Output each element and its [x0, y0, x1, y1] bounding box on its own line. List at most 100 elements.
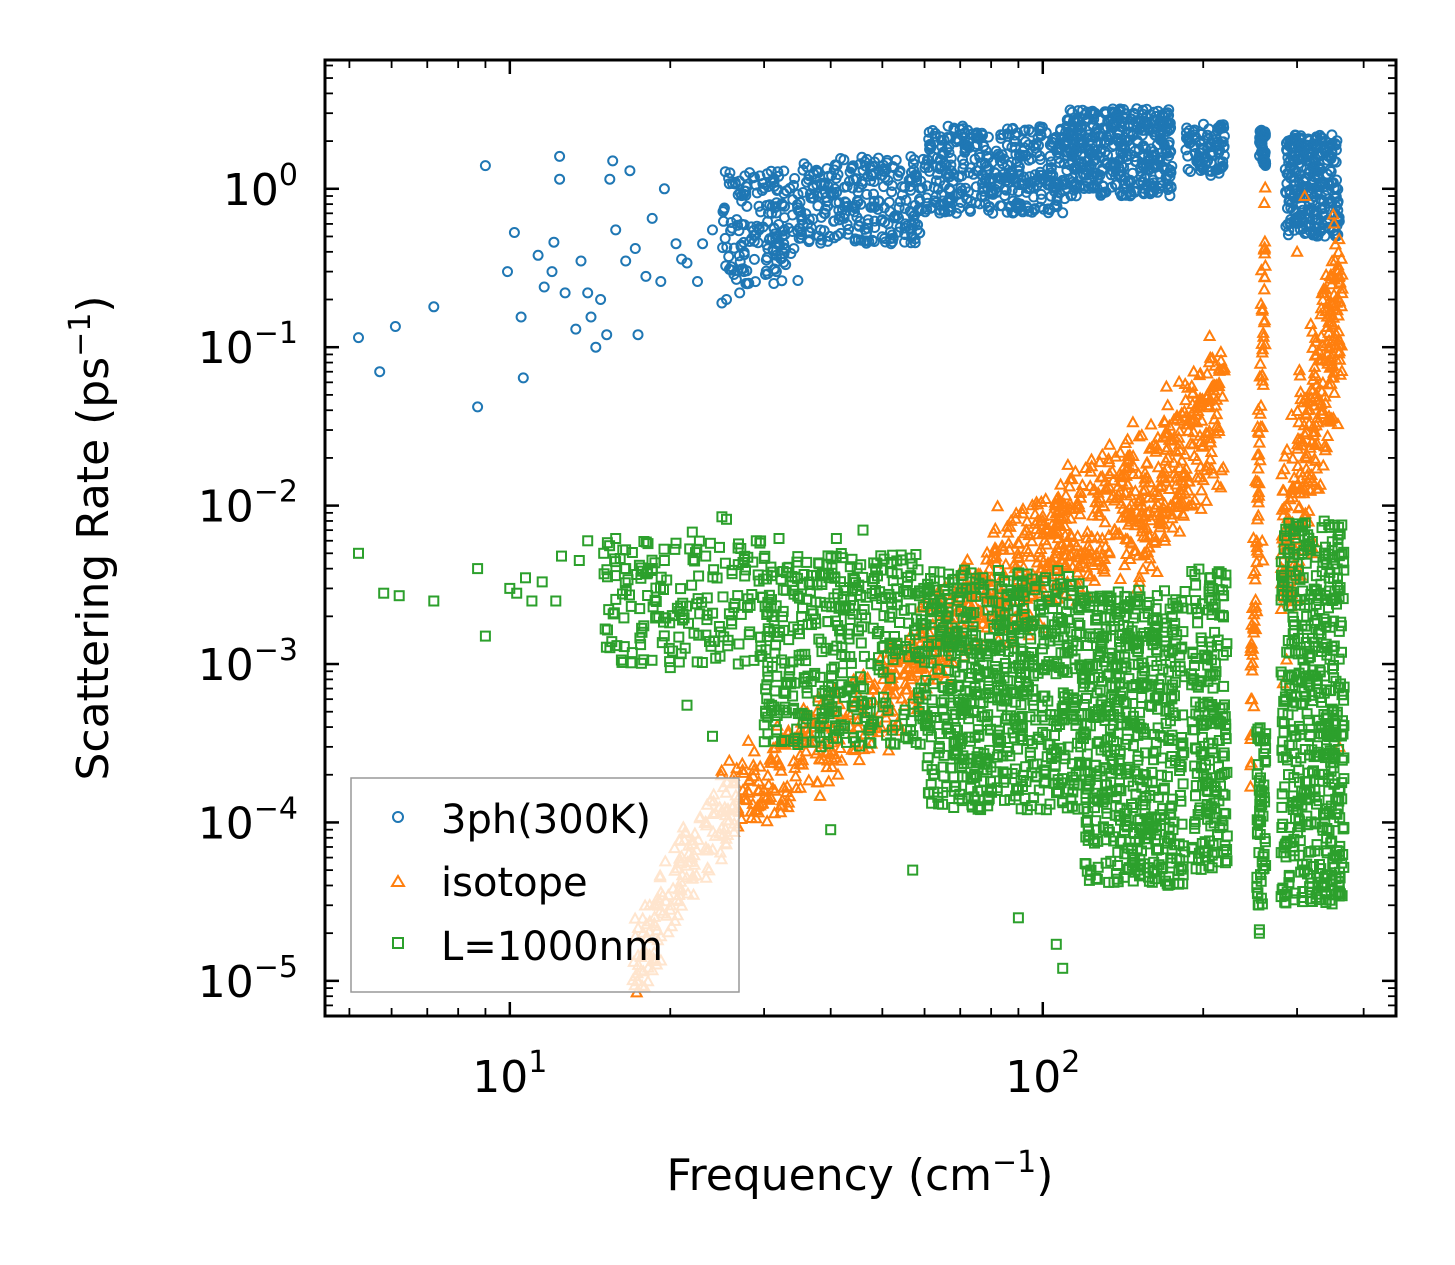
data-point-3ph — [1100, 106, 1112, 118]
data-point-3ph — [963, 137, 975, 149]
data-point-3ph — [655, 276, 667, 287]
data-point-3ph — [1196, 142, 1208, 154]
data-point-3ph — [879, 216, 891, 228]
data-point-3ph — [1085, 160, 1097, 171]
data-point-3ph — [1009, 129, 1021, 141]
data-point-isotope — [763, 755, 778, 768]
data-point-isotope — [795, 757, 810, 770]
data-point-3ph — [812, 167, 824, 179]
data-point-3ph — [1029, 142, 1041, 154]
data-point-isotope — [866, 682, 880, 695]
data-point-3ph — [843, 223, 855, 235]
data-point-3ph — [771, 197, 782, 209]
data-point-3ph — [1057, 207, 1069, 219]
data-point-3ph — [789, 173, 801, 184]
data-point-3ph — [768, 222, 780, 234]
data-point-3ph — [1321, 184, 1333, 196]
data-point-3ph — [893, 212, 904, 224]
data-point-3ph — [1147, 151, 1159, 163]
data-point-3ph — [770, 207, 782, 219]
data-point-3ph — [1116, 134, 1127, 146]
data-point-isotope — [774, 805, 788, 818]
data-point-3ph — [1218, 122, 1230, 134]
data-point-3ph — [979, 175, 991, 187]
data-point-isotope — [735, 756, 749, 769]
data-point-3ph — [979, 157, 991, 169]
data-point-3ph — [1296, 139, 1308, 151]
data-point-3ph — [934, 207, 946, 219]
data-point-3ph — [1254, 136, 1266, 148]
data-point-3ph — [1181, 132, 1192, 144]
data-point-3ph — [885, 226, 896, 238]
data-point-3ph — [1326, 148, 1338, 159]
data-point-3ph — [1185, 166, 1196, 177]
data-point-3ph — [1080, 116, 1092, 127]
data-point-3ph — [1328, 155, 1340, 167]
data-point-3ph — [1122, 120, 1134, 132]
data-point-isotope — [768, 740, 783, 753]
data-point-3ph — [1163, 104, 1175, 116]
data-point-3ph — [723, 178, 735, 190]
data-point-isotope — [747, 763, 761, 776]
data-point-3ph — [970, 197, 982, 209]
data-point-3ph — [1290, 207, 1302, 219]
data-point-3ph — [1296, 216, 1308, 228]
data-point-3ph — [886, 186, 898, 198]
data-point-3ph — [792, 275, 804, 286]
data-point-3ph — [1034, 150, 1046, 162]
data-point-3ph — [1007, 167, 1019, 179]
data-point-3ph — [772, 184, 784, 196]
data-point-3ph — [899, 203, 911, 214]
data-point-3ph — [1088, 171, 1100, 183]
data-point-3ph — [725, 217, 737, 228]
data-point-3ph — [389, 321, 401, 332]
data-point-3ph — [831, 186, 843, 198]
data-point-3ph — [738, 266, 750, 278]
data-point-3ph — [934, 163, 946, 175]
data-point-3ph — [1019, 178, 1030, 190]
data-point-3ph — [788, 179, 799, 191]
data-point-3ph — [1326, 129, 1338, 141]
data-point-3ph — [812, 200, 824, 212]
data-point-3ph — [1042, 179, 1054, 191]
data-point-3ph — [830, 172, 842, 184]
data-point-3ph — [818, 225, 830, 237]
data-point-3ph — [575, 255, 587, 267]
data-point-3ph — [815, 211, 827, 223]
data-point-3ph — [1162, 116, 1173, 128]
data-point-3ph — [374, 366, 386, 378]
data-point-isotope — [715, 763, 729, 776]
data-point-3ph — [1001, 206, 1013, 218]
data-point-3ph — [1131, 103, 1143, 115]
data-point-isotope — [775, 793, 789, 806]
data-point-isotope — [787, 754, 801, 767]
data-point-3ph — [800, 208, 812, 220]
data-point-3ph — [794, 196, 806, 208]
data-point-isotope — [793, 780, 808, 793]
data-point-3ph — [1034, 201, 1046, 213]
data-point-3ph — [692, 276, 703, 287]
data-point-3ph — [1294, 178, 1306, 190]
data-point-3ph — [1035, 128, 1047, 140]
data-point-3ph — [554, 150, 566, 162]
data-point-3ph — [1105, 121, 1117, 133]
data-point-3ph — [1113, 105, 1125, 117]
data-point-3ph — [1000, 184, 1012, 196]
data-point-3ph — [748, 235, 760, 247]
data-point-3ph — [1124, 190, 1136, 202]
data-point-3ph — [928, 181, 940, 193]
data-point-isotope — [813, 752, 827, 765]
data-point-3ph — [957, 153, 968, 165]
data-point-isotope — [751, 784, 766, 797]
data-point-3ph — [1332, 197, 1344, 209]
data-point-3ph — [1096, 165, 1108, 177]
data-point-3ph — [755, 206, 767, 218]
data-point-3ph — [735, 239, 747, 251]
data-point-3ph — [1033, 139, 1044, 151]
data-point-isotope — [813, 788, 827, 801]
data-point-3ph — [1285, 217, 1296, 229]
data-point-3ph — [1111, 107, 1123, 119]
data-point-isotope — [775, 798, 789, 811]
data-point-3ph — [1009, 136, 1021, 147]
data-point-3ph — [721, 294, 732, 305]
